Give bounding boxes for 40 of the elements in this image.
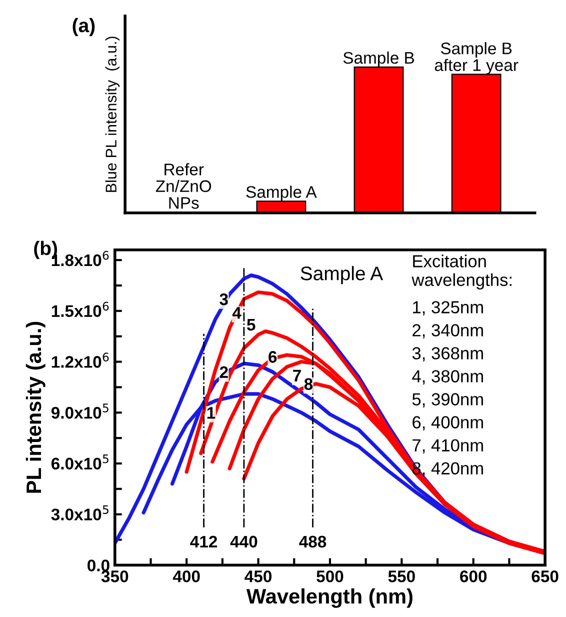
x-tick-label: Sample B — [343, 52, 414, 68]
y-axis-title: PL intensity (a.u.) — [26, 322, 46, 493]
annotation: 8 — [304, 378, 313, 390]
annotation: 5, 390nm — [412, 393, 483, 408]
x-tick-label: Refer Zn/ZnO NPs — [156, 163, 212, 209]
annotation: 2, 340nm — [412, 324, 483, 338]
annotation: 4, 380nm — [412, 370, 483, 384]
x-tick-label: 650 — [532, 570, 558, 582]
ref-line-label: 488 — [299, 536, 326, 548]
annotation: 7 — [293, 370, 301, 382]
x-tick-label: 500 — [316, 570, 344, 582]
x-tick-label: 600 — [460, 570, 487, 582]
annotation: 2 — [220, 366, 228, 378]
annotation: 3, 368nm — [412, 347, 483, 362]
y-axis-title: Blue PL intensity (a.u.) — [105, 36, 120, 192]
ref-line-label: 412 — [190, 536, 218, 548]
y-tick-label: 3.0x10$^{5}$ — [51, 505, 108, 520]
y-tick-label: 6.0x10$^{5}$ — [51, 454, 108, 470]
annotation: 4 — [232, 307, 242, 319]
annotation: 7, 410nm — [412, 439, 483, 454]
annotation: 1, 325nm — [413, 301, 483, 316]
annotation: Excitation wavelengths: — [412, 254, 512, 290]
annotation: 5 — [246, 319, 256, 331]
x-tick-label: Sample B after 1 year — [434, 42, 518, 74]
x-axis-title: Wavelength (nm) — [246, 588, 412, 608]
y-tick-label: 1.2x10$^{6}$ — [52, 352, 109, 368]
x-tick-label: 450 — [244, 570, 272, 582]
x-tick-label: 550 — [388, 570, 415, 582]
annotation: 8, 420nm — [412, 462, 483, 477]
y-tick-label: 9.0x10$^{5}$ — [51, 404, 108, 419]
x-tick-label: 400 — [172, 570, 200, 582]
annotation: 6, 400nm — [412, 416, 483, 431]
annotation: 1 — [207, 407, 216, 419]
annotation: Sample A — [300, 266, 384, 284]
x-tick-label: 350 — [101, 570, 128, 582]
y-tick-label: 0.0 — [88, 560, 110, 572]
y-tick-label: 1.5x10$^{6}$ — [52, 302, 109, 317]
chart-title: (a) — [72, 18, 95, 36]
ref-line-label: 440 — [230, 536, 258, 548]
annotation: 3 — [220, 293, 228, 306]
